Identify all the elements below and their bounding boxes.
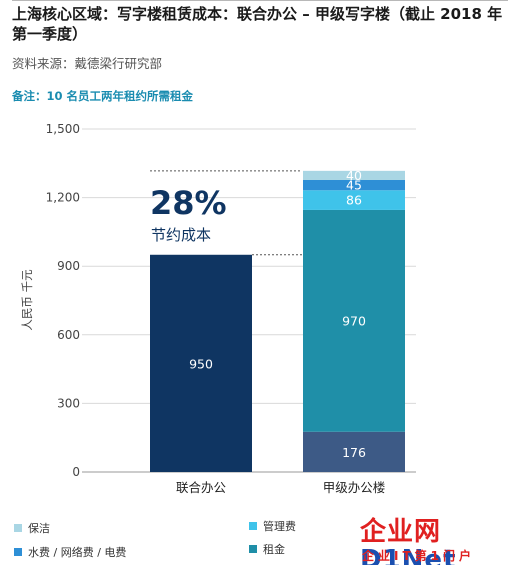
bar-value-label: 950 (189, 356, 213, 371)
y-tick-label: 600 (57, 328, 80, 342)
watermark-sub-text: 企业IT第1门户 (362, 549, 476, 563)
legend-swatch (14, 548, 22, 556)
legend-item-utilities: 水费 / 网络费 / 电费 (14, 544, 126, 560)
savings-label: 节约成本 (151, 226, 211, 244)
title-divider (12, 0, 508, 1)
legend-swatch (249, 545, 257, 553)
note-text: 备注：10 名员工两年租约所需租金 (12, 89, 194, 103)
bar-coworking (150, 254, 252, 472)
y-tick-label: 1,200 (46, 191, 80, 205)
bar-segment-utilities (303, 179, 405, 191)
legend-item-rent: 租金 (249, 541, 285, 557)
legend-swatch (249, 522, 257, 530)
bar-value-label: 45 (346, 178, 362, 193)
savings-percent: 28% (150, 184, 227, 222)
legend-label: 管理费 (263, 520, 296, 533)
x-category-label: 甲级办公楼 (323, 480, 386, 495)
source-text: 资料来源：戴德梁行研究部 (12, 56, 163, 71)
bar-chart: 0 300 600 900 1,200 1,500 人民币 千元 950 176 970 86454… (20, 122, 416, 495)
bar-value-label: 176 (342, 445, 366, 460)
bar-segment-cleaning (303, 170, 405, 180)
legend-label: 保洁 (28, 522, 50, 535)
y-axis-label: 人民币 千元 (20, 269, 34, 331)
watermark-red-text: 企业网 (360, 517, 442, 547)
bar-value-label: 40 (346, 168, 362, 183)
legend-swatch (14, 524, 22, 532)
watermark-logo: 企业网D1Net 企业IT第1门户 (356, 516, 516, 565)
y-tick-label: 300 (57, 396, 80, 410)
bar-segment-rent (303, 209, 405, 432)
legend-label: 租金 (263, 543, 285, 556)
watermark-blue-text: D1Net (360, 545, 457, 565)
legend-label: 水费 / 网络费 / 电费 (28, 546, 127, 559)
bar-value-label: 970 (342, 313, 366, 328)
bar-segment-base (303, 431, 405, 472)
legend-item-management-fee: 管理费 (249, 518, 296, 534)
x-category-label: 联合办公 (176, 480, 227, 495)
y-tick-label: 0 (72, 465, 80, 479)
page-title: 上海核心区域：写字楼租赁成本：联合办公 – 甲级写字楼（截止 2018 年第一季… (12, 5, 503, 43)
y-tick-label: 900 (57, 259, 80, 273)
legend-item-cleaning: 保洁 (14, 520, 50, 536)
y-tick-label: 1,500 (46, 122, 80, 136)
watermark-main-text: 企业网D1Net (360, 518, 516, 565)
bar-value-label: 86 (346, 193, 362, 208)
bar-segment-management-fee (303, 190, 405, 210)
